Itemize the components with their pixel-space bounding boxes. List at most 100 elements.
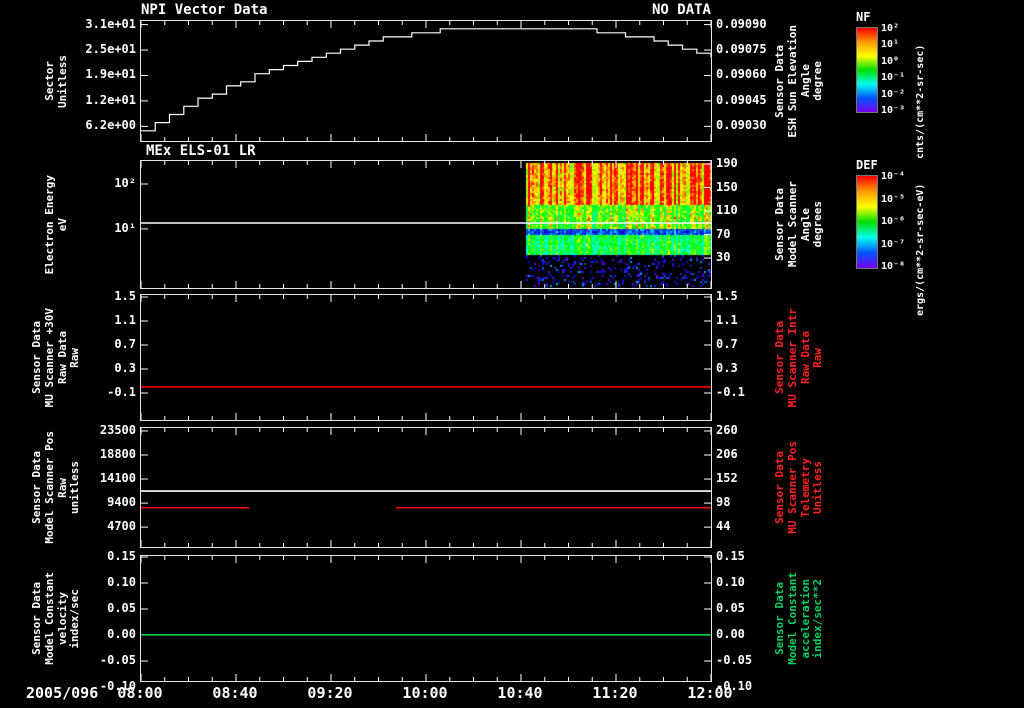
y-tick-label: 1.5 <box>716 289 738 303</box>
y-tick-label: 0.05 <box>716 601 745 615</box>
colorbar-nf-unit: cnts/(cm**2-sr-sec) <box>915 44 926 160</box>
y-tick-label: -0.1 <box>107 385 136 399</box>
panel1-title: NPI Vector Data <box>141 2 268 18</box>
y-tick-label: 44 <box>716 519 731 534</box>
axis-label-line: Raw <box>55 477 69 498</box>
y-tick-label: 152 <box>716 471 738 486</box>
panel-npi-vector-data: Sector Unitless Sensor Data ESH Sun Elev… <box>43 17 824 142</box>
y-tick-label: -0.10 <box>99 679 136 693</box>
panel-mu-scanner-30v: Sensor Data MU Scanner +30V Raw Data Raw… <box>30 289 824 421</box>
axis-label-line: Model Scanner <box>785 181 799 268</box>
y-tick-label: -0.05 <box>716 653 753 667</box>
colorbar-def-gradient <box>856 175 878 269</box>
y-tick-label: 0.10 <box>107 575 136 589</box>
x-tick-label: 10:00 <box>402 684 448 702</box>
panel-model-scanner-pos: Sensor Data Model Scanner Pos Raw unitle… <box>30 423 824 548</box>
axis-label-line: degrees <box>811 201 825 248</box>
panel-plot-svg <box>141 428 711 547</box>
axis-label-line: degree <box>811 61 825 101</box>
y-tick-label: 0.09030 <box>716 118 767 133</box>
no-data-status: NO DATA <box>651 2 711 18</box>
colorbar-tick-label: 10⁻⁶ <box>881 216 906 227</box>
y-tick-label: 260 <box>716 422 738 437</box>
y-tick-label: 0.3 <box>114 361 136 375</box>
panel-plot-svg <box>141 295 711 420</box>
axis-label-line: Sensor Data <box>30 582 44 655</box>
colorbar-def: DEF 10⁻⁴ 10⁻⁵ 10⁻⁶ 10⁻⁷ 10⁻⁸ ergs/(cm**2-sr-… <box>856 158 927 325</box>
panel-plot-svg <box>141 556 711 681</box>
axis-label-line: Sensor Data <box>773 321 787 394</box>
axis-label-line: index/sec**2 <box>811 578 825 659</box>
axis-label-line: Model Scanner Pos <box>42 431 56 544</box>
y-tick-label: 0.09060 <box>716 67 767 82</box>
y-tick-label: 3.1e+01 <box>85 16 136 31</box>
axis-label-line: acceleration <box>798 578 812 659</box>
panel3-right-axis-label: Sensor Data MU Scanner Intr Raw Data Raw <box>765 295 833 420</box>
panel2-title: MEx ELS-01 LR <box>146 143 256 159</box>
colorbar-tick-label: 10⁻⁸ <box>881 261 906 272</box>
x-tick-label: 09:20 <box>307 684 353 702</box>
y-tick-label: -0.10 <box>716 679 753 693</box>
axis-label-line: Sensor Data <box>773 451 787 524</box>
y-tick-label: 0.09075 <box>716 42 767 57</box>
y-tick-label: 1.2e+01 <box>85 92 136 107</box>
axis-label-line: MU Scanner +30V <box>42 307 56 408</box>
axis-label-line: Unitless <box>55 54 69 108</box>
y-tick-label: -0.1 <box>716 385 745 399</box>
y-tick-label: -0.05 <box>99 653 136 667</box>
panel1-title-row: NPI Vector Data NO DATA <box>141 2 711 18</box>
axis-label-line: ESH Sun Elevation <box>785 24 799 138</box>
y-tick-label: 0.15 <box>107 549 136 563</box>
panel4-left-axis-label: Sensor Data Model Scanner Pos Raw unitle… <box>23 428 89 547</box>
y-tick-label: 14100 <box>99 471 136 486</box>
colorbar-nf-title: NF <box>856 10 871 24</box>
colorbar-tick-label: 10⁻⁴ <box>881 171 906 182</box>
panel-model-constant: Sensor Data Model Constant velocity inde… <box>30 549 824 693</box>
y-tick-label: 110 <box>716 203 738 218</box>
y-tick-label: 0.05 <box>107 601 136 615</box>
els-spectrogram <box>141 161 711 288</box>
y-tick-label: 0.7 <box>716 337 738 351</box>
panel2-right-axis-label: Sensor Data Model Scanner Angle degrees <box>765 161 833 288</box>
y-tick-label: 18800 <box>99 447 136 461</box>
colorbar-def-unit: ergs/(cm**2-sr-sec-eV) <box>915 183 926 317</box>
axis-label-line: Sensor Data <box>773 188 787 261</box>
colorbar-nf: NF 10² 10¹ 10⁰ 10⁻¹ 10⁻² 10⁻³ cnts/(cm**2-sr-… <box>856 10 927 177</box>
axis-label-line: MU Scanner Intr <box>785 307 799 408</box>
y-tick-label: 1.9e+01 <box>85 67 136 82</box>
colorbar-def-ticks: 10⁻⁴ 10⁻⁵ 10⁻⁶ 10⁻⁷ 10⁻⁸ <box>881 171 913 272</box>
panel4-right-axis-label: Sensor Data MU Scanner Pos Telemetry Uni… <box>765 428 833 547</box>
panel-plot-svg <box>141 161 711 288</box>
y-tick-label: 70 <box>716 226 731 241</box>
colorbar-tick-label: 10⁻⁷ <box>881 238 906 250</box>
y-tick-label: 0.10 <box>716 575 745 589</box>
panel-plot-svg <box>141 21 711 141</box>
axis-label-line: Sensor Data <box>773 44 787 118</box>
y-tick-label: 10² <box>114 175 136 190</box>
axis-label-line: Angle <box>798 64 812 98</box>
axis-label-line: Raw Data <box>798 331 812 384</box>
axis-label-line: MU Scanner Pos <box>785 441 799 534</box>
x-tick-label: 11:20 <box>592 684 638 702</box>
colorbar-tick-label: 10⁻¹ <box>881 72 906 84</box>
colorbar-tick-label: 10⁻³ <box>881 105 906 116</box>
axis-label-line: Raw <box>811 347 825 368</box>
y-tick-label: 23500 <box>99 422 136 437</box>
y-tick-label: 4700 <box>107 519 136 534</box>
y-tick-label: 10¹ <box>114 220 136 235</box>
axis-label-line: Model Constant <box>785 572 799 665</box>
y-tick-label: 0.15 <box>716 549 745 563</box>
colorbar-tick-label: 10² <box>881 23 900 34</box>
colorbar-def-body: 10⁻⁴ 10⁻⁵ 10⁻⁶ 10⁻⁷ 10⁻⁸ ergs/(cm**2-sr-sec-… <box>856 171 927 325</box>
y-tick-label: 0.00 <box>716 627 745 641</box>
y-tick-label: 30 <box>716 250 731 265</box>
panel2-left-axis-label: Electron Energy eV <box>23 161 89 288</box>
colorbar-nf-ticks: 10² 10¹ 10⁰ 10⁻¹ 10⁻² 10⁻³ <box>881 23 913 116</box>
y-tick-label: 206 <box>716 447 738 461</box>
y-tick-label: 0.7 <box>114 337 136 351</box>
x-tick-label: 08:00 <box>117 684 163 702</box>
y-tick-label: 0.00 <box>107 627 136 641</box>
y-tick-label: 150 <box>716 179 738 194</box>
y-tick-label: 6.2e+00 <box>85 118 136 133</box>
axis-label-line: eV <box>55 217 69 232</box>
